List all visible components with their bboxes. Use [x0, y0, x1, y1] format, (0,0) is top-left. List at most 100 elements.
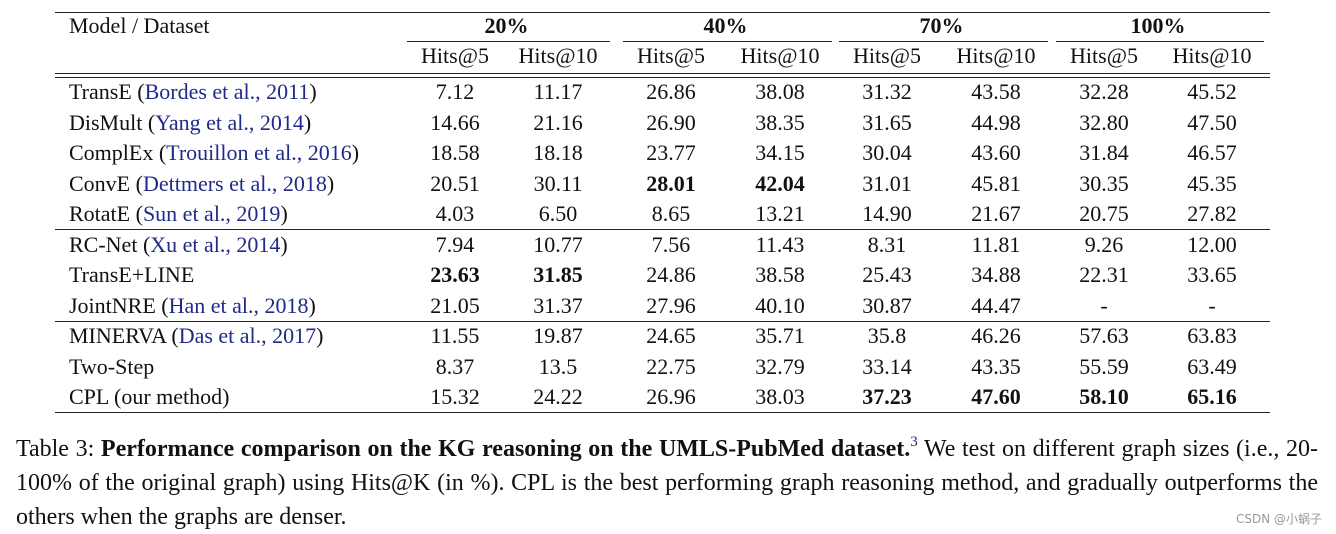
row-label: DisMult (Yang et al., 2014)	[69, 110, 311, 136]
rule	[55, 77, 1270, 78]
group-header: 40%	[703, 13, 748, 38]
cell: 47.50	[1187, 109, 1237, 135]
cell: 65.16	[1187, 384, 1237, 409]
cell: 18.58	[430, 140, 480, 165]
row-label: RC-Net (Xu et al., 2014)	[69, 232, 288, 258]
cell: 13.5	[538, 353, 578, 379]
cell: 25.43	[862, 262, 912, 287]
cell: 32.79	[755, 353, 805, 379]
row-label: ConvE (Dettmers et al., 2018)	[69, 171, 334, 197]
cell: 21.67	[971, 201, 1021, 226]
cell: 24.86	[646, 262, 696, 287]
column-header: Hits@10	[956, 43, 1036, 68]
model-name: ConvE (	[69, 170, 143, 196]
cell: 8.31	[867, 231, 907, 257]
cell: 11.81	[971, 231, 1021, 257]
cell: 11.43	[755, 231, 805, 257]
model-name: )	[316, 323, 324, 348]
cell: 26.96	[646, 384, 696, 409]
model-name: TransE (	[69, 79, 145, 104]
rule	[55, 412, 1270, 413]
citation: Bordes et al., 2011	[144, 79, 310, 104]
cell: 28.01	[646, 170, 696, 196]
cell: 38.35	[755, 109, 805, 135]
cell: 63.49	[1187, 353, 1237, 379]
cell: 31.65	[862, 109, 912, 135]
column-header: Hits@5	[421, 43, 489, 68]
cell: 40.10	[755, 292, 805, 318]
cell: 38.08	[755, 79, 805, 104]
model-name: TransE+LINE	[69, 262, 195, 287]
cell: 30.04	[862, 140, 912, 165]
rule	[55, 73, 1270, 74]
row-label: MINERVA (Das et al., 2017)	[69, 323, 323, 349]
cell: 46.26	[971, 323, 1021, 348]
cell: 4.03	[435, 201, 475, 226]
cell: 34.88	[971, 262, 1021, 287]
cell: 43.60	[971, 140, 1021, 165]
cell: 11.55	[430, 323, 480, 348]
cell: 8.37	[435, 353, 475, 379]
row-label: ComplEx (Trouillon et al., 2016)	[69, 140, 359, 166]
cell: 20.75	[1079, 201, 1129, 226]
cell: 44.47	[971, 292, 1021, 318]
model-name: DisMult (	[69, 109, 156, 135]
cell: 31.84	[1079, 140, 1129, 165]
cell: 43.58	[971, 79, 1021, 104]
row-label: TransE+LINE	[69, 262, 194, 288]
caption-bold: Performance comparison on the KG reasoni…	[100, 436, 911, 462]
cell: 42.04	[755, 170, 805, 196]
cell: 22.75	[646, 353, 696, 379]
cell: 34.15	[755, 140, 805, 165]
cell: 8.65	[651, 201, 691, 226]
cell: 20.51	[430, 170, 480, 196]
cell: 13.21	[755, 201, 805, 226]
cell: 21.16	[533, 109, 583, 135]
model-name: CPL (our method)	[69, 384, 230, 409]
cell: 7.12	[435, 79, 475, 104]
cell: 9.26	[1084, 231, 1124, 257]
column-header: Hits@10	[740, 43, 820, 68]
cell: -	[1208, 292, 1216, 318]
cell: 27.82	[1187, 201, 1237, 226]
model-name: )	[309, 79, 317, 104]
citation: Das et al., 2017	[178, 323, 317, 348]
model-name: RC-Net (	[69, 231, 151, 257]
cell: 44.98	[971, 109, 1021, 135]
column-header: Hits@10	[518, 43, 598, 68]
row-label: RotatE (Sun et al., 2019)	[69, 201, 288, 227]
group-header: 70%	[919, 13, 964, 38]
cell: 32.80	[1079, 109, 1129, 135]
row-label: JointNRE (Han et al., 2018)	[69, 293, 316, 319]
citation: Xu et al., 2014	[150, 231, 281, 257]
cell: 31.85	[533, 262, 583, 287]
cell: 19.87	[533, 323, 583, 348]
cell: 10.77	[533, 231, 583, 257]
cell: 31.37	[533, 292, 583, 318]
cell: 35.8	[867, 323, 907, 348]
cell: 45.35	[1187, 170, 1237, 196]
cell: 31.32	[862, 79, 912, 104]
cell: 7.94	[435, 231, 475, 257]
model-name: ComplEx (	[69, 140, 167, 165]
footnote-mark: 3	[910, 434, 918, 450]
cell: 37.23	[862, 384, 912, 409]
cell: 14.66	[430, 109, 480, 135]
model-name: )	[326, 170, 335, 196]
cell: -	[1100, 292, 1108, 318]
cell: 26.86	[646, 79, 696, 104]
cell: 24.22	[533, 384, 583, 409]
cell: 32.28	[1079, 79, 1129, 104]
cell: 12.00	[1187, 231, 1237, 257]
watermark: CSDN @小蜗子	[1235, 512, 1322, 526]
model-name: )	[351, 140, 360, 165]
cell: 63.83	[1187, 323, 1237, 348]
citation: Trouillon et al., 2016	[166, 140, 352, 165]
cell: 18.18	[533, 140, 583, 165]
column-header: Hits@5	[1070, 43, 1138, 68]
cell: 33.14	[862, 353, 912, 379]
model-name: Two-Step	[69, 353, 155, 379]
rule	[55, 12, 1270, 13]
cell: 58.10	[1079, 384, 1129, 409]
model-name: )	[280, 231, 288, 257]
